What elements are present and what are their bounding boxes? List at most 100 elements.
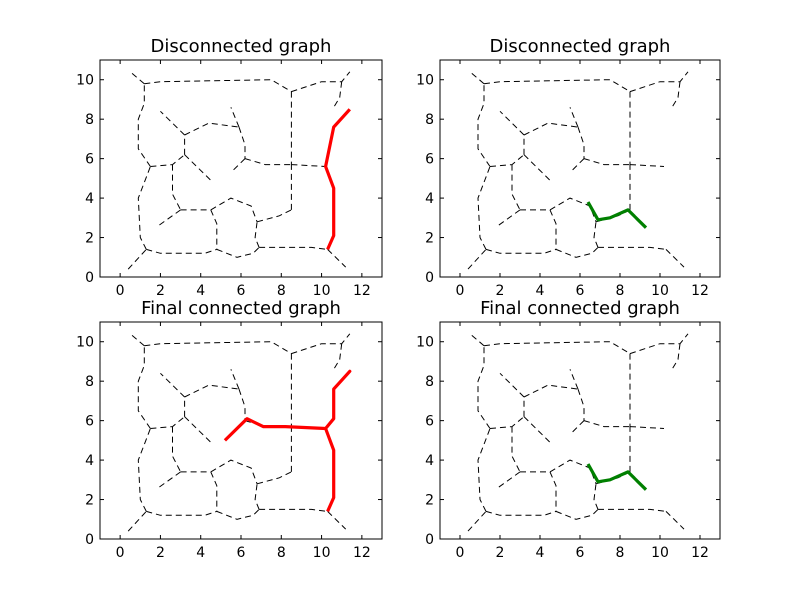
chart-title: Disconnected graph (490, 36, 671, 57)
graph-edge (256, 471, 292, 485)
y-tick-label: 4 (425, 453, 434, 469)
y-tick-label: 10 (76, 73, 94, 89)
x-tick-label: 12 (353, 283, 371, 299)
graph-edge (291, 333, 351, 355)
graph-edge (146, 248, 217, 254)
graph-edge (327, 249, 347, 268)
y-tick-label: 0 (85, 270, 94, 286)
graph-edges (467, 333, 689, 532)
y-tick-label: 0 (85, 532, 94, 548)
graph-edge (129, 333, 145, 347)
graph-edge (184, 384, 240, 398)
graph-edges (127, 333, 351, 532)
x-tick-label: 4 (536, 283, 545, 299)
y-tick-label: 2 (425, 493, 434, 509)
graph-edge (555, 247, 599, 258)
graph-edge (629, 333, 689, 355)
graph-edges (127, 71, 351, 270)
y-tick-label: 6 (425, 152, 434, 168)
x-tick-label: 10 (313, 283, 331, 299)
graph-edge (327, 511, 347, 530)
graph-edge (158, 209, 181, 227)
graph-edge (477, 166, 491, 250)
graph-edge (254, 221, 260, 248)
graph-edge (583, 420, 630, 428)
highlighted-path (223, 369, 352, 513)
y-tick-label: 8 (425, 374, 434, 390)
graph-edge (523, 122, 579, 136)
graph-edge (569, 369, 579, 390)
y-tick-label: 8 (85, 112, 94, 128)
y-tick-label: 2 (85, 231, 94, 247)
y-tick-label: 10 (416, 73, 434, 89)
subplot-2: 0 2 4 6 8 10 12 0 2 4 6 8 10 Disconnected graph (416, 36, 721, 299)
y-tick-label: 2 (85, 493, 94, 509)
graph-edge (216, 247, 260, 258)
highlighted-path (586, 463, 648, 491)
graph-edge (184, 154, 212, 181)
graph-edge (467, 249, 487, 270)
x-tick-label: 6 (576, 545, 585, 561)
y-tick-label: 8 (425, 112, 434, 128)
x-tick-label: 10 (651, 283, 669, 299)
chart-title: Final connected graph (480, 298, 680, 319)
graph-edge (172, 164, 182, 211)
graph-edge (184, 416, 212, 443)
graph-edge (150, 154, 185, 167)
graph-edge (291, 164, 326, 167)
graph-edge (160, 110, 185, 136)
graph-edge (499, 110, 525, 136)
graph-edge (571, 158, 585, 171)
graph-edge (254, 483, 260, 510)
graph-edge (629, 71, 689, 93)
x-tick-label: 10 (313, 545, 331, 561)
y-tick-label: 4 (85, 453, 94, 469)
graph-edge (137, 345, 151, 429)
x-tick-label: 8 (616, 545, 625, 561)
x-tick-label: 2 (496, 283, 505, 299)
graph-edge (129, 71, 145, 85)
graph-edge (629, 426, 665, 429)
graph-edge (489, 154, 525, 167)
highlighted-path (586, 201, 648, 229)
subplot-3: 0 2 4 6 8 10 12 0 2 4 6 8 10 Final connected graph (76, 298, 383, 561)
graph-edge (577, 388, 585, 421)
graph-edge (598, 508, 667, 512)
graph-edge (210, 209, 218, 250)
graph-edge (333, 81, 343, 108)
graph-edge (150, 416, 185, 429)
graph-edge (485, 248, 557, 254)
x-tick-label: 8 (277, 283, 286, 299)
graph-edge (598, 246, 667, 250)
y-tick-label: 6 (425, 414, 434, 430)
graph-edge (499, 372, 525, 398)
graph-edge (489, 416, 525, 429)
graph-edge (571, 420, 585, 433)
graph-edge (259, 508, 328, 512)
graph-edge (511, 164, 521, 211)
y-tick-label: 2 (425, 231, 434, 247)
x-tick-label: 0 (456, 545, 465, 561)
graph-edge (333, 343, 343, 370)
y-tick-label: 0 (425, 532, 434, 548)
graph-edge (158, 471, 181, 489)
y-tick-label: 8 (85, 374, 94, 390)
graph-edge (555, 509, 599, 520)
graph-edge (671, 343, 681, 370)
graph-edge (477, 83, 491, 167)
graph-edge (230, 107, 240, 128)
graph-edge (497, 471, 521, 489)
x-tick-label: 12 (353, 545, 371, 561)
graph-edge (291, 71, 351, 93)
graph-edge (144, 79, 292, 93)
y-tick-label: 4 (85, 191, 94, 207)
graph-edge (137, 83, 151, 167)
x-tick-label: 8 (616, 283, 625, 299)
graph-edge (137, 428, 151, 512)
x-tick-label: 10 (651, 545, 669, 561)
graph-edge (216, 509, 260, 520)
subplot-4: 0 2 4 6 8 10 12 0 2 4 6 8 10 Final connected graph (416, 298, 721, 561)
graph-edge (238, 388, 246, 421)
x-tick-label: 0 (116, 545, 125, 561)
